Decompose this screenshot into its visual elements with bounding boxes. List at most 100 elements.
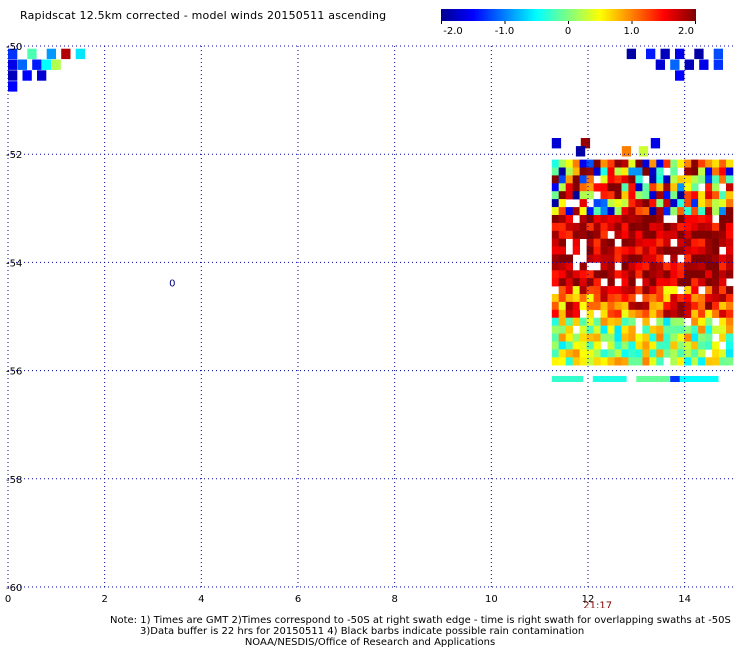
heatmap-cell: [684, 262, 692, 271]
heatmap-cell: [656, 309, 664, 318]
heatmap-cell: [705, 167, 713, 176]
heatmap-cell: [628, 159, 636, 168]
heatmap-cell: [572, 309, 580, 318]
heatmap-cell: [719, 278, 727, 287]
heatmap-cell: [649, 246, 657, 255]
heatmap-cell: [621, 146, 632, 157]
heatmap-cell: [607, 349, 615, 358]
heatmap-cell: [705, 333, 713, 342]
heatmap-cell: [551, 309, 560, 318]
heatmap-cell: [649, 238, 657, 247]
heatmap-cell: [670, 286, 678, 295]
heatmap-cell: [726, 175, 734, 184]
colorbar-swatch: [649, 9, 652, 21]
heatmap-cell: [663, 199, 671, 208]
heatmap-cell: [656, 215, 664, 224]
heatmap-cell: [8, 70, 18, 81]
x-tick-label: 8: [391, 594, 397, 605]
heatmap-cell: [656, 175, 664, 184]
heatmap-cell: [593, 215, 601, 224]
heatmap-cell: [670, 207, 678, 216]
heatmap-cell: [642, 325, 650, 334]
colorbar-swatch: [687, 9, 691, 21]
colorbar-swatch: [634, 9, 638, 21]
heatmap-cell: [600, 317, 608, 326]
heatmap-cell: [635, 159, 643, 168]
colorbar-swatch: [632, 9, 635, 21]
heatmap-cell: [719, 357, 727, 366]
colorbar-swatch: [455, 9, 459, 21]
heatmap-cell: [656, 349, 664, 358]
heatmap-cell: [593, 254, 601, 263]
annotation-label: 0: [169, 279, 175, 290]
heatmap-cell: [558, 309, 566, 318]
heatmap-cell: [593, 238, 601, 247]
heatmap-cell: [649, 301, 657, 311]
heatmap-cell: [726, 167, 734, 176]
colorbar-swatch: [500, 9, 504, 21]
heatmap-cell: [593, 349, 601, 358]
heatmap-cell: [628, 270, 636, 279]
heatmap-cell: [600, 325, 608, 334]
heatmap-cell: [565, 230, 573, 239]
heatmap-cell: [719, 238, 727, 247]
heatmap-cell: [593, 222, 601, 232]
heatmap-cell: [712, 341, 720, 350]
colorbar-swatch: [659, 9, 663, 21]
heatmap-cell: [684, 333, 692, 342]
colorbar-swatch: [606, 9, 610, 21]
heatmap-cell: [565, 294, 573, 303]
colorbar-swatch: [664, 9, 667, 21]
colorbar-swatch: [685, 9, 689, 21]
heatmap-cell: [600, 246, 608, 255]
colorbar-swatch: [608, 9, 612, 21]
heatmap-cell: [621, 191, 629, 200]
heatmap-cell: [635, 183, 643, 192]
heatmap-cell: [663, 238, 671, 247]
heatmap-cell: [642, 238, 650, 247]
heatmap-cell: [642, 270, 650, 279]
x-tick-label: 0: [5, 594, 11, 605]
colorbar-swatch: [602, 9, 606, 21]
heatmap-cell: [558, 333, 566, 342]
heatmap-cell: [691, 159, 699, 168]
colorbar-swatch: [621, 9, 625, 21]
heatmap-cell: [705, 341, 713, 350]
colorbar-swatch: [577, 9, 580, 21]
heatmap-cell: [586, 286, 594, 295]
heatmap-cell: [614, 286, 622, 295]
heatmap-cell: [600, 159, 608, 168]
heatmap-cell: [635, 301, 643, 311]
heatmap-cell: [670, 376, 680, 382]
heatmap-cell: [719, 349, 727, 358]
colorbar-swatch: [645, 9, 648, 21]
heatmap-cell: [551, 262, 560, 271]
heatmap-cell: [642, 333, 650, 342]
heatmap-cell: [614, 341, 622, 350]
colorbar-swatch: [585, 9, 589, 21]
heatmap-cell: [670, 167, 678, 176]
heatmap-cell: [677, 191, 685, 200]
heatmap-cell: [691, 199, 699, 208]
heatmap-cell: [698, 167, 706, 176]
colorbar-swatch: [568, 9, 572, 21]
colorbar-swatch: [506, 9, 510, 21]
heatmap-cell: [677, 183, 685, 192]
heatmap-cell: [726, 183, 734, 192]
heatmap-cell: [607, 309, 615, 318]
heatmap-cell: [628, 207, 636, 216]
heatmap-cell: [607, 294, 615, 303]
colorbar-swatch: [526, 9, 529, 21]
heatmap-cell: [636, 376, 671, 382]
heatmap-cell: [600, 199, 608, 208]
heatmap-cell: [684, 175, 692, 184]
heatmap-cell: [621, 333, 629, 342]
colorbar-swatch: [479, 9, 482, 21]
heatmap-cell: [677, 294, 685, 303]
heatmap-cell: [61, 48, 71, 60]
heatmap-cell: [614, 191, 622, 200]
heatmap-cell: [607, 357, 615, 366]
heatmap-cell: [565, 215, 573, 224]
heatmap-cell: [551, 357, 560, 366]
heatmap-cell: [607, 175, 615, 184]
